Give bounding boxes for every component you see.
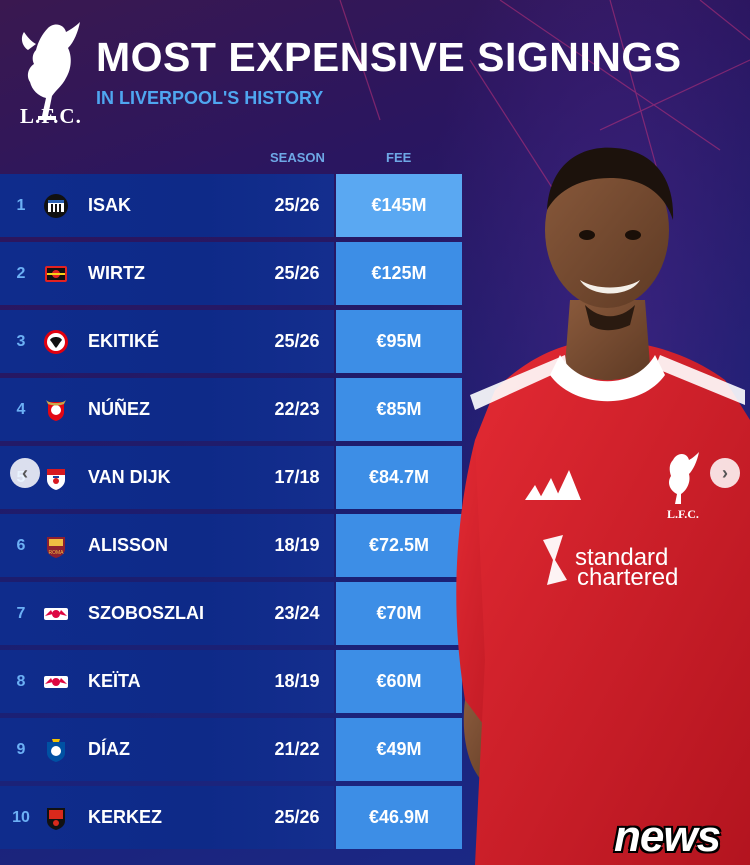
player-name: ALISSON: [88, 535, 169, 555]
column-header-fee: FEE: [386, 150, 412, 165]
lfc-liverbird-crest-icon: [21, 22, 80, 120]
fee-cell: [336, 310, 462, 373]
lfc-crest-text: L.F.C.: [20, 104, 82, 128]
player-photo: standard chartered L.F.C.: [456, 147, 750, 865]
player-name: WIRTZ: [88, 263, 145, 283]
roma-badge-icon: ROMA: [47, 537, 65, 558]
fee: €70M: [376, 603, 422, 623]
table-row: 10 KERKEZ 25/26 €46.9M: [0, 786, 462, 849]
rank: 3: [16, 333, 26, 350]
newcastle-badge-icon: [44, 194, 68, 218]
southampton-badge-icon: [47, 469, 65, 490]
carousel-next-button[interactable]: ›: [710, 458, 740, 488]
season: 25/26: [274, 195, 320, 215]
fee-cell: [336, 174, 462, 237]
sponsor-line2: chartered: [577, 564, 678, 591]
player-name: KERKEZ: [88, 807, 163, 827]
fee: €84.7M: [368, 467, 430, 487]
bournemouth-badge-icon: [47, 808, 65, 830]
fee: €72.5M: [368, 535, 430, 555]
fee: €85M: [376, 399, 422, 419]
table-row: 4 NÚÑEZ 22/23 €85M: [0, 378, 462, 441]
season: 18/19: [274, 535, 320, 555]
shirt-crest-icon: [669, 452, 699, 504]
player-name: KEÏTA: [88, 671, 141, 691]
page-title: MOST EXPENSIVE SIGNINGS: [96, 34, 682, 80]
rank: 7: [16, 605, 26, 622]
fee-cell: [336, 786, 462, 849]
rank: 1: [16, 197, 26, 214]
fee-cell: [336, 582, 462, 645]
fee: €60M: [376, 671, 422, 691]
column-header-season: SEASON: [270, 150, 325, 165]
benfica-badge-icon: [46, 400, 66, 421]
season: 22/23: [274, 399, 320, 419]
table-row: 9 DÍAZ 21/22 €49M: [0, 718, 462, 781]
fee: €46.9M: [368, 807, 430, 827]
news-watermark: news: [614, 812, 721, 861]
season: 25/26: [274, 263, 320, 283]
page-subtitle: IN LIVERPOOL'S HISTORY: [96, 88, 324, 108]
leverkusen-badge-icon: [45, 266, 67, 282]
season: 23/24: [274, 603, 320, 623]
fee: €145M: [371, 195, 427, 215]
player-name: SZOBOSZLAI: [88, 603, 204, 623]
season: 25/26: [274, 331, 320, 351]
fee: €95M: [376, 331, 422, 351]
table-row: 7 SZOBOSZLAI 23/24 €70M: [0, 582, 462, 645]
table-row: 2 WIRTZ 25/26 €125M: [0, 242, 462, 305]
season: 21/22: [274, 739, 320, 759]
leipzig-badge-icon: [44, 608, 68, 620]
porto-badge-icon: [47, 739, 65, 762]
fee: €125M: [371, 263, 427, 283]
shirt-crest-text: L.F.C.: [667, 507, 699, 521]
rank: 2: [16, 265, 26, 282]
rank: 9: [16, 741, 26, 758]
svg-text:ROMA: ROMA: [49, 550, 65, 556]
frankfurt-badge-icon: [44, 330, 68, 354]
fee: €49M: [376, 739, 422, 759]
fee-cell: [336, 718, 462, 781]
leipzig-badge-icon: [44, 676, 68, 688]
fee-cell: [336, 446, 462, 509]
fee-cell: [336, 514, 462, 577]
rank: 6: [16, 537, 26, 554]
carousel-prev-button[interactable]: ‹: [10, 458, 40, 488]
fee-cell: [336, 242, 462, 305]
table-row: 3 EKITIKÉ 25/26 €95M: [0, 310, 462, 373]
season: 17/18: [274, 467, 320, 487]
season: 25/26: [274, 807, 320, 827]
rank: 8: [16, 673, 26, 690]
fee-cell: [336, 378, 462, 441]
rank: 4: [16, 401, 26, 418]
player-name: ISAK: [88, 195, 132, 215]
fee-cell: [336, 650, 462, 713]
rank: 10: [12, 809, 30, 826]
table-row: 8 KEÏTA 18/19 €60M: [0, 650, 462, 713]
sponsor-line1: standard: [575, 544, 668, 571]
player-name: VAN DIJK: [88, 467, 171, 487]
player-name: NÚÑEZ: [88, 399, 150, 419]
table-row: 6 ROMA ALISSON 18/19 €72.5M: [0, 514, 462, 577]
table-row: 1 ISAK 25/26 €145M: [0, 174, 462, 237]
player-name: DÍAZ: [88, 739, 130, 759]
season: 18/19: [274, 671, 320, 691]
player-name: EKITIKÉ: [88, 331, 160, 351]
